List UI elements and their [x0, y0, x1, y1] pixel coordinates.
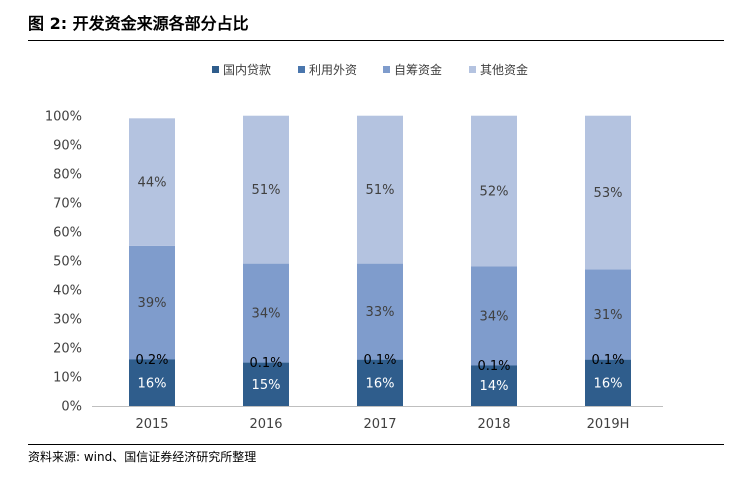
x-tick-label: 2017	[363, 417, 396, 432]
bar-segment	[585, 115, 631, 270]
data-label: 31%	[594, 308, 623, 323]
bar-segment	[471, 115, 517, 267]
y-tick-label: 80%	[53, 168, 82, 183]
legend-item: 利用外资	[298, 63, 357, 77]
data-label: 53%	[594, 186, 623, 201]
data-label: 52%	[480, 185, 509, 200]
legend-swatch	[212, 66, 219, 73]
data-label: 33%	[366, 305, 395, 320]
y-tick-label: 60%	[53, 226, 82, 241]
data-label: 16%	[138, 376, 167, 391]
y-tick-label: 20%	[53, 342, 82, 357]
data-label: 0.2%	[135, 353, 168, 368]
bar-segment	[585, 359, 631, 360]
x-tick-label: 2015	[135, 417, 168, 432]
data-label: 0.1%	[249, 356, 282, 371]
bars: 16% 0.2% 39% 44% 15% 0.1% 34% 51% 16% 0.1% 33% 51% 1…	[129, 115, 631, 406]
x-tick-label: 2016	[249, 417, 282, 432]
data-label: 0.1%	[591, 353, 624, 368]
data-label: 16%	[594, 376, 623, 391]
bar-segment	[357, 359, 403, 406]
data-label: 0.1%	[363, 353, 396, 368]
data-label: 0.1%	[477, 359, 510, 374]
data-label: 15%	[252, 378, 281, 393]
bar-segment	[243, 362, 289, 406]
y-tick-label: 40%	[53, 284, 82, 299]
x-tick-label: 2019H	[587, 417, 630, 432]
legend-item: 其他资金	[469, 62, 528, 77]
data-label: 51%	[366, 183, 395, 198]
data-label: 16%	[366, 376, 395, 391]
bar-segment	[243, 362, 289, 363]
stacked-bar-chart: 国内贷款 利用外资 自筹资金 其他资金 0% 10% 20% 30% 40% 50% 60% 70%…	[45, 62, 663, 432]
figure-title: 图 2: 开发资金来源各部分占比	[28, 14, 249, 33]
x-tick-label: 2018	[477, 417, 510, 432]
bar-segment	[243, 115, 289, 264]
data-label: 14%	[480, 379, 509, 394]
title-rule	[28, 40, 724, 41]
y-tick-label: 70%	[53, 197, 82, 212]
legend-swatch	[469, 66, 476, 73]
data-label: 44%	[138, 176, 167, 191]
bar-segment	[471, 266, 517, 366]
bar-segment	[357, 263, 403, 360]
legend-label: 其他资金	[480, 62, 528, 77]
data-label: 39%	[138, 296, 167, 311]
data-label: 34%	[252, 306, 281, 321]
legend-label: 国内贷款	[223, 63, 271, 77]
x-axis: 2015 2016 2017 2018 2019H	[92, 406, 663, 432]
bar-segment	[357, 115, 403, 264]
bar-segment	[129, 245, 175, 360]
y-tick-label: 90%	[53, 139, 82, 154]
legend-label: 自筹资金	[394, 62, 442, 77]
y-tick-label: 50%	[53, 255, 82, 270]
y-tick-label: 30%	[53, 313, 82, 328]
bar-segment	[585, 269, 631, 360]
y-tick-label: 0%	[61, 400, 82, 415]
bar-segment	[585, 359, 631, 406]
data-label: 34%	[480, 309, 509, 324]
legend-item: 国内贷款	[212, 63, 271, 77]
bar-segment	[471, 365, 517, 406]
bar-segment	[129, 118, 175, 246]
data-label: 51%	[252, 183, 281, 198]
y-tick-label: 10%	[53, 371, 82, 386]
bar-segment	[471, 365, 517, 366]
legend-swatch	[383, 66, 390, 73]
bar-segment	[129, 359, 175, 360]
source-rule	[28, 444, 724, 445]
bar-segment	[357, 359, 403, 360]
legend-label: 利用外资	[309, 63, 357, 77]
chart-legend: 国内贷款 利用外资 自筹资金 其他资金	[212, 62, 528, 77]
bar-segment	[243, 263, 289, 363]
legend-swatch	[298, 66, 305, 73]
source-note: 资料来源: wind、国信证券经济研究所整理	[28, 450, 257, 464]
bar-segment	[129, 359, 175, 406]
y-axis: 0% 10% 20% 30% 40% 50% 60% 70% 80% 90% 100%	[45, 110, 82, 415]
y-tick-label: 100%	[45, 110, 82, 125]
legend-item: 自筹资金	[383, 62, 442, 77]
